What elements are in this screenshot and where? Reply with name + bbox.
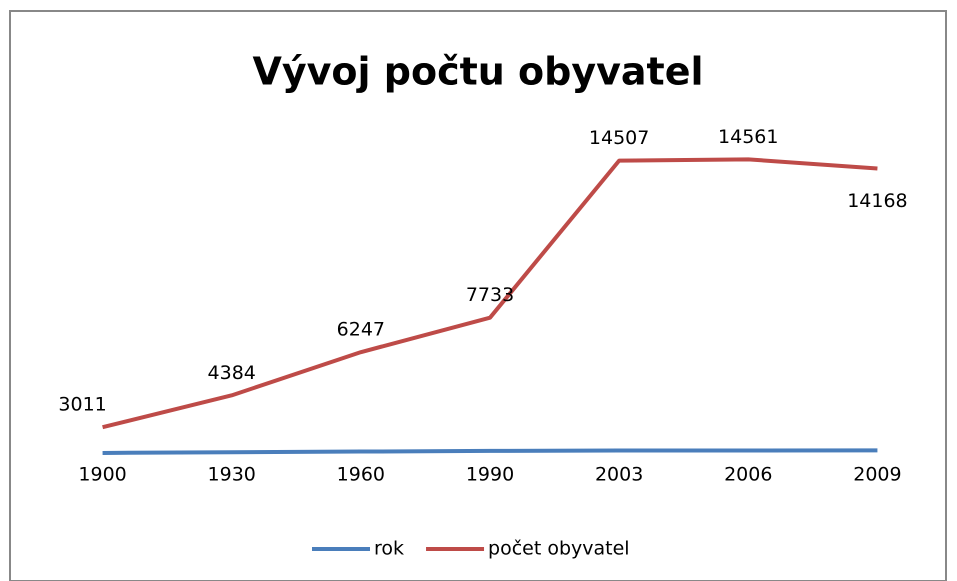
- data-label: 3011: [58, 394, 106, 416]
- x-tick-label: 2009: [853, 464, 901, 486]
- data-label: 14507: [589, 127, 649, 149]
- data-label: 14561: [718, 126, 778, 148]
- x-tick-label: 2003: [595, 464, 643, 486]
- x-tick-label: 1900: [78, 464, 126, 486]
- data-label: 6247: [337, 319, 385, 341]
- x-tick-label: 2006: [724, 464, 772, 486]
- series-line: [102, 448, 878, 455]
- chart-title: Vývoj počtu obyvatel: [252, 50, 703, 94]
- chart-border: [9, 10, 947, 581]
- x-tick-label: 1990: [466, 464, 514, 486]
- data-label: 7733: [466, 284, 514, 306]
- x-tick-label: 1930: [208, 464, 256, 486]
- data-label: 4384: [208, 362, 256, 384]
- x-tick-label: 1960: [337, 464, 385, 486]
- data-label: 14168: [847, 190, 907, 212]
- legend-label: rok: [374, 538, 404, 560]
- series-line: [102, 157, 878, 430]
- legend-label: počet obyvatel: [488, 538, 630, 560]
